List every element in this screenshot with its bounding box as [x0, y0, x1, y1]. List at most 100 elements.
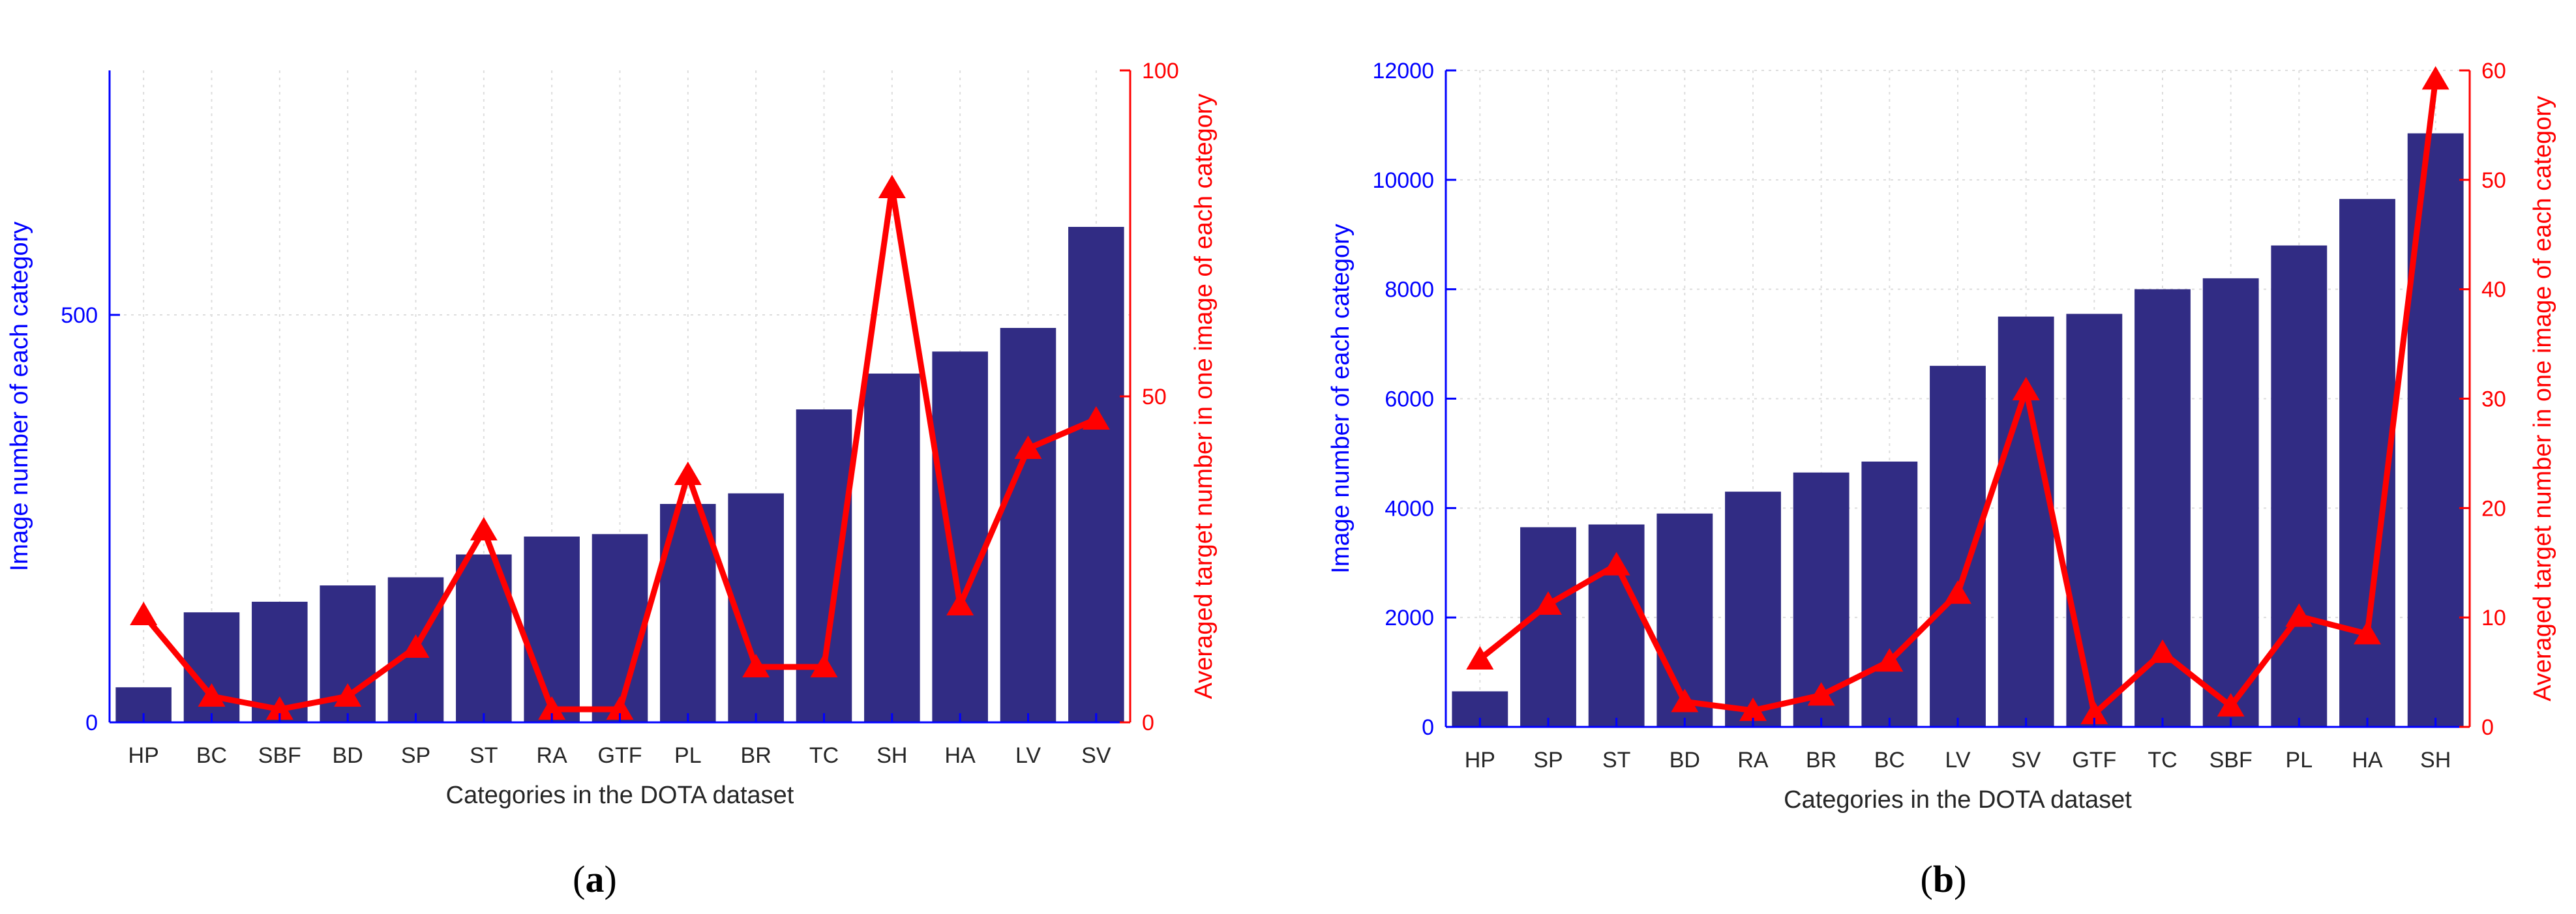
x-tick-label: GTF — [2072, 748, 2116, 773]
bar-sp — [1520, 527, 1576, 727]
right-tick-label: 30 — [2481, 387, 2506, 412]
marker-lv — [1014, 435, 1042, 459]
marker-sv — [1082, 406, 1110, 430]
line-markers — [130, 175, 1110, 720]
bar-pl — [2271, 245, 2328, 727]
x-axis-title: Categories in the DOTA dataset — [446, 782, 794, 809]
bar-sv — [1068, 227, 1124, 722]
x-tick-label: BC — [1874, 748, 1905, 773]
x-tick-label: BD — [333, 743, 363, 768]
bar-ra — [1725, 492, 1781, 727]
marker-gtf — [606, 696, 634, 720]
marker-br — [742, 654, 770, 677]
x-tick-label: PL — [674, 743, 702, 768]
panel-label: (a) — [573, 858, 617, 900]
marker-sp — [1535, 591, 1562, 615]
x-tick-label: ST — [1602, 748, 1630, 773]
left-tick-label: 2000 — [1385, 606, 1434, 630]
marker-st — [1602, 552, 1630, 576]
panel-b: 0 2000 4000 6000 8000 10000 12000 0 10 20 30 40 50 60… — [1327, 59, 2556, 900]
x-tick-label: SBF — [2209, 748, 2253, 773]
panel-label-part: ) — [605, 858, 617, 900]
x-tick-label: HP — [1465, 748, 1495, 773]
left-tick-label: 8000 — [1385, 278, 1434, 302]
marker-bc — [198, 683, 226, 707]
marker-pl — [674, 462, 702, 485]
right-axis-title: Averaged target number in one image of e… — [2529, 96, 2556, 701]
line-markers — [1466, 66, 2449, 724]
x-tick-label: BR — [1806, 748, 1836, 773]
x-tick-label: HA — [945, 743, 976, 768]
right-tick-label: 60 — [2481, 59, 2506, 83]
left-axis-title: Image number of each category — [6, 222, 33, 572]
bar-gtf — [592, 534, 648, 722]
right-tick-label: 40 — [2481, 278, 2506, 302]
marker-ha — [2354, 621, 2381, 645]
x-tick-label: SV — [2011, 748, 2041, 773]
bar-gtf — [2066, 314, 2123, 727]
left-tick-label: 12000 — [1372, 59, 1434, 83]
x-tick-label: SBF — [258, 743, 301, 768]
marker-tc — [2149, 639, 2176, 663]
x-tick-label: SP — [401, 743, 430, 768]
right-tick-label: 100 — [1142, 59, 1179, 83]
right-tick-label: 50 — [1142, 385, 1167, 409]
marker-sbf — [265, 696, 293, 720]
marker-bd — [1671, 688, 1699, 713]
x-tick-label: ST — [470, 743, 498, 768]
x-tick-label: TC — [809, 743, 839, 768]
x-tick-label: GTF — [598, 743, 642, 768]
x-tick-label: HA — [2352, 748, 2383, 773]
left-tick-label: 500 — [61, 303, 98, 328]
x-tick-label: RA — [537, 743, 568, 768]
x-tick-label: BC — [196, 743, 227, 768]
x-tick-label: SH — [2420, 748, 2451, 773]
x-tick-label: HP — [128, 743, 159, 768]
bar-sh — [864, 374, 920, 722]
marker-br — [1807, 682, 1835, 706]
bar-sbf — [2202, 278, 2259, 728]
right-tick-label: 10 — [2481, 606, 2506, 630]
x-tick-label: TC — [2148, 748, 2177, 773]
marker-hp — [130, 602, 158, 625]
right-axis-title: Averaged target number in one image of e… — [1190, 94, 1218, 700]
marker-ra — [1739, 697, 1767, 721]
bar-lv — [1930, 366, 1986, 727]
x-tick-label: SP — [1533, 748, 1563, 773]
marker-bd — [334, 683, 362, 707]
bar-bc — [1861, 462, 1918, 727]
panel-label-part: ) — [1954, 858, 1966, 900]
panel-label-part: ( — [1921, 858, 1933, 900]
x-tick-label: RA — [1737, 748, 1769, 773]
marker-ra — [538, 696, 566, 720]
panel-label-part: b — [1933, 858, 1954, 900]
marker-st — [470, 517, 498, 540]
marker-sp — [402, 634, 430, 658]
bar-ha — [932, 351, 988, 722]
marker-sh — [2421, 66, 2449, 90]
x-tick-label: PL — [2286, 748, 2313, 773]
marker-tc — [810, 654, 838, 677]
marker-sbf — [2217, 693, 2245, 717]
panel-label: (b) — [1921, 858, 1967, 900]
right-tick-label: 0 — [2481, 715, 2494, 740]
right-tick-label: 20 — [2481, 496, 2506, 521]
marker-sh — [878, 175, 906, 198]
left-tick-label: 0 — [1422, 715, 1434, 740]
x-tick-label: SV — [1081, 743, 1111, 768]
marker-pl — [2285, 603, 2313, 627]
x-tick-label: BD — [1670, 748, 1700, 773]
marker-sv — [2012, 377, 2040, 401]
x-axis-title: Categories in the DOTA dataset — [1784, 786, 2132, 814]
x-tick-label: SH — [876, 743, 907, 768]
marker-bc — [1876, 648, 1904, 672]
left-axis-title: Image number of each category — [1327, 224, 1355, 574]
left-tick-label: 0 — [85, 711, 98, 735]
panel-a: 0 500 0 50 100 HP BC SBF BD SP ST RA GTF PL BR TC SH HA LV… — [6, 59, 1218, 900]
x-tick-label: LV — [1945, 748, 1970, 773]
marker-hp — [1466, 645, 1494, 670]
left-tick-label: 4000 — [1385, 496, 1434, 521]
left-tick-label: 10000 — [1372, 168, 1434, 193]
right-tick-label: 0 — [1142, 711, 1154, 735]
panel-label-part: a — [586, 858, 605, 900]
